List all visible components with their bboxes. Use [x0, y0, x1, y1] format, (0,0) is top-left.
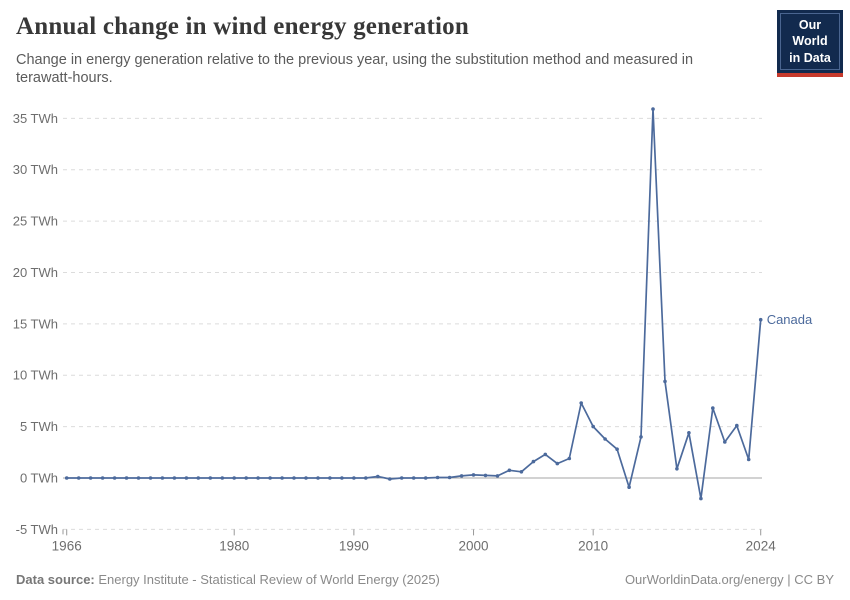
x-axis-tick-label: 2000 — [459, 538, 489, 553]
data-point — [304, 476, 308, 480]
data-source: Data source: Energy Institute - Statisti… — [16, 572, 440, 587]
chart-area: -5 TWh 0 TWh 5 TWh 10 TWh 15 TWh 20 TWh 25 TWh… — [0, 95, 850, 560]
data-point — [256, 476, 260, 480]
y-axis-tick-label: 25 TWh — [13, 214, 58, 229]
data-point — [411, 476, 416, 480]
data-source-label: Data source: — [16, 572, 95, 587]
data-point — [160, 476, 165, 480]
y-axis-tick-label: 30 TWh — [13, 162, 58, 177]
data-point — [651, 107, 655, 111]
data-point — [483, 473, 488, 478]
data-point — [172, 476, 177, 480]
data-point — [196, 476, 201, 480]
owid-logo: Our World in Data — [777, 10, 843, 77]
data-point — [555, 461, 560, 466]
data-point — [543, 452, 548, 457]
data-point — [208, 476, 213, 480]
data-point — [459, 474, 464, 478]
data-point — [340, 476, 344, 480]
data-point — [423, 476, 428, 480]
chart-footer: Data source: Energy Institute - Statisti… — [16, 572, 834, 587]
data-point — [687, 431, 691, 435]
data-point — [603, 437, 607, 441]
chart-subtitle: Change in energy generation relative to … — [16, 52, 694, 87]
data-point — [567, 456, 572, 461]
data-point — [615, 447, 619, 452]
data-point — [435, 475, 440, 480]
data-point — [675, 467, 679, 471]
data-point — [639, 435, 643, 439]
data-point — [280, 476, 284, 480]
data-point — [328, 476, 332, 480]
y-axis-tick-label: 10 TWh — [13, 368, 58, 383]
chart-svg: -5 TWh 0 TWh 5 TWh 10 TWh 15 TWh 20 TWh 25 TWh… — [13, 107, 813, 553]
y-axis-tick-label: 15 TWh — [13, 316, 58, 331]
owid-logo-line2: in Data — [789, 50, 831, 65]
owid-logo-text: Our World in Data — [780, 13, 840, 70]
data-point — [591, 424, 595, 429]
data-point — [711, 406, 715, 410]
owid-logo-box: Our World in Data — [777, 10, 843, 73]
data-point — [746, 457, 751, 462]
data-point — [148, 476, 153, 480]
data-point — [735, 423, 739, 428]
data-point — [376, 474, 380, 479]
owid-logo-red-bar — [777, 72, 843, 77]
data-point — [136, 476, 141, 480]
x-axis-tick-label: 2024 — [746, 538, 777, 553]
data-point — [76, 476, 81, 480]
series-end-label: Canada — [767, 312, 813, 327]
data-point — [388, 477, 392, 481]
owid-logo-line1: Our World — [792, 18, 828, 49]
y-axis-tick-label: -5 TWh — [16, 522, 58, 537]
data-point — [471, 473, 476, 477]
data-point — [268, 476, 272, 480]
x-axis-tick-label: 1966 — [52, 538, 82, 553]
data-point — [64, 476, 69, 480]
data-point — [519, 470, 524, 474]
data-point — [316, 476, 320, 480]
data-point — [112, 476, 117, 480]
owid-url-link[interactable]: OurWorldinData.org/energy | CC BY — [624, 572, 834, 587]
data-point — [507, 468, 512, 473]
y-axis-tick-label: 20 TWh — [13, 265, 58, 280]
data-point — [579, 401, 583, 405]
data-point — [699, 496, 703, 501]
page-title: Annual change in wind energy generation — [16, 13, 469, 40]
data-point — [663, 379, 667, 384]
data-point — [364, 476, 368, 480]
data-point — [244, 476, 248, 480]
y-axis-tick-label: 35 TWh — [13, 111, 58, 126]
data-source-text: Energy Institute - Statistical Review of… — [94, 572, 440, 587]
data-point — [758, 317, 763, 322]
x-axis-tick-label: 1990 — [339, 538, 369, 553]
data-point — [399, 476, 404, 480]
data-point — [124, 476, 129, 480]
data-point — [220, 476, 225, 480]
data-point — [184, 476, 189, 480]
data-point — [88, 476, 93, 480]
data-point — [292, 476, 296, 480]
data-point — [495, 474, 500, 478]
y-axis-tick-label: 0 TWh — [20, 471, 58, 486]
series-line-canada — [66, 108, 762, 500]
x-axis-tick-label: 2010 — [578, 538, 608, 553]
data-point — [232, 476, 236, 480]
y-axis-tick-label: 5 TWh — [20, 419, 58, 434]
x-axis-tick-label: 1980 — [219, 538, 249, 553]
data-point — [447, 475, 452, 480]
data-point — [723, 440, 727, 444]
data-point — [627, 485, 631, 490]
data-point — [531, 459, 536, 464]
data-point — [352, 476, 356, 480]
data-point — [100, 476, 105, 480]
